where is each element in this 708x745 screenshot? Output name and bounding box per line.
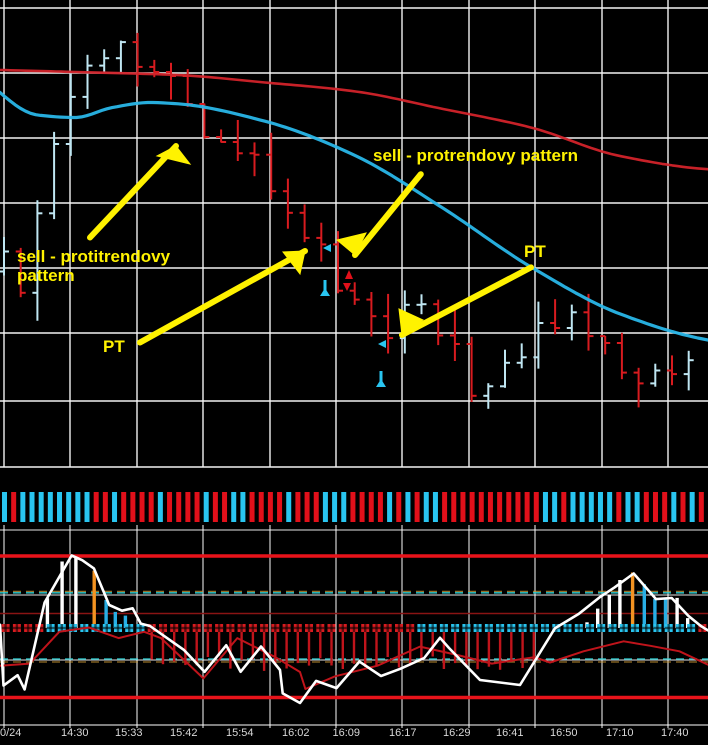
svg-text:16:09: 16:09 bbox=[333, 727, 361, 739]
svg-text:PT: PT bbox=[103, 337, 125, 356]
svg-text:16:41: 16:41 bbox=[496, 727, 524, 739]
svg-text:sell - protitrendovy: sell - protitrendovy bbox=[17, 247, 171, 266]
svg-text:15:42: 15:42 bbox=[170, 727, 198, 739]
svg-text:pattern: pattern bbox=[17, 266, 75, 285]
svg-text:PT: PT bbox=[524, 242, 546, 261]
svg-text:sell - protrendovy pattern: sell - protrendovy pattern bbox=[373, 146, 578, 165]
svg-text:17:40: 17:40 bbox=[661, 727, 689, 739]
svg-text:15:54: 15:54 bbox=[226, 727, 254, 739]
svg-text:14:30: 14:30 bbox=[61, 727, 89, 739]
svg-text:0/24: 0/24 bbox=[0, 727, 21, 739]
svg-text:16:02: 16:02 bbox=[282, 727, 310, 739]
svg-text:16:17: 16:17 bbox=[389, 727, 417, 739]
svg-text:17:10: 17:10 bbox=[606, 727, 634, 739]
svg-text:16:50: 16:50 bbox=[550, 727, 578, 739]
svg-text:16:29: 16:29 bbox=[443, 727, 471, 739]
svg-text:15:33: 15:33 bbox=[115, 727, 143, 739]
